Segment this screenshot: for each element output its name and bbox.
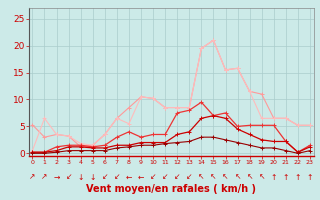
Text: ↖: ↖ (210, 172, 217, 182)
Text: ↖: ↖ (259, 172, 265, 182)
Text: ↗: ↗ (41, 172, 48, 182)
Text: ↑: ↑ (307, 172, 313, 182)
Text: ↙: ↙ (65, 172, 72, 182)
Text: →: → (53, 172, 60, 182)
Text: ↑: ↑ (295, 172, 301, 182)
Text: ↖: ↖ (234, 172, 241, 182)
Text: ↗: ↗ (29, 172, 36, 182)
Text: ↖: ↖ (222, 172, 229, 182)
Text: ↑: ↑ (271, 172, 277, 182)
Text: ↖: ↖ (198, 172, 204, 182)
Text: ↙: ↙ (102, 172, 108, 182)
Text: ↓: ↓ (90, 172, 96, 182)
Text: ↓: ↓ (77, 172, 84, 182)
Text: ↙: ↙ (174, 172, 180, 182)
Text: ↖: ↖ (246, 172, 253, 182)
Text: ↙: ↙ (186, 172, 193, 182)
Text: Vent moyen/en rafales ( km/h ): Vent moyen/en rafales ( km/h ) (86, 184, 256, 194)
Text: ↙: ↙ (162, 172, 168, 182)
Text: ↙: ↙ (150, 172, 156, 182)
Text: ←: ← (126, 172, 132, 182)
Text: ←: ← (138, 172, 144, 182)
Text: ↙: ↙ (114, 172, 120, 182)
Text: ↑: ↑ (283, 172, 289, 182)
